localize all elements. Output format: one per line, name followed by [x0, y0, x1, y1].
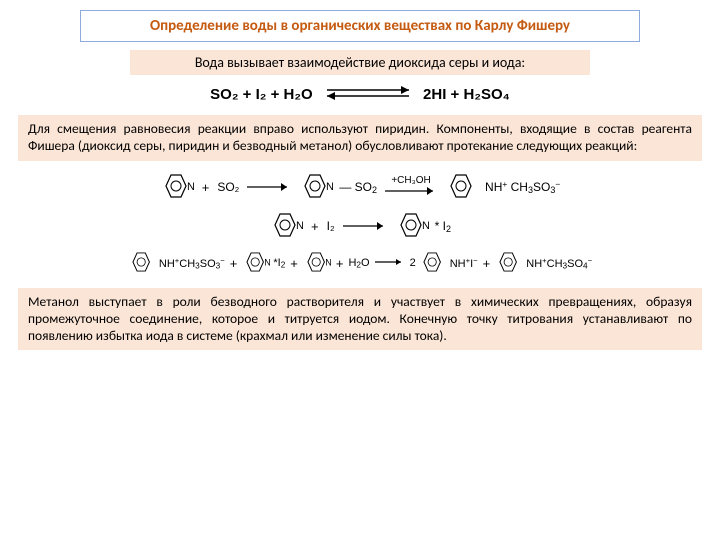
- species-4: NH+CH3SO4−: [526, 256, 592, 270]
- N-SO2-label: — SO2: [339, 180, 377, 195]
- species-1: NH+CH3SO3−: [159, 256, 225, 270]
- pyridinium-methylsulfite: NH+ CH3SO3−: [485, 179, 560, 195]
- svg-text:N: N: [187, 181, 194, 193]
- pyridine-icon: N: [395, 210, 429, 243]
- plus-sign: +: [483, 256, 491, 271]
- plus-sign: +: [202, 180, 210, 195]
- pyridine-icon: [495, 249, 523, 278]
- H2O-label: H2O: [348, 257, 369, 270]
- title-text: Определение воды в органических вещества…: [150, 17, 570, 35]
- arrow-right-icon: [245, 180, 293, 194]
- plus-sign: +: [311, 219, 319, 234]
- pyridine-icon: N: [160, 171, 194, 204]
- title-box: Определение воды в органических вещества…: [80, 10, 640, 42]
- para2-text: Метанол выступает в роли безводного раст…: [28, 293, 692, 344]
- pyridine-icon: [128, 249, 156, 278]
- N-I2-label: * I2: [435, 219, 451, 234]
- reaction-schemes: N + SO₂ N — SO2 +CH₃OH: [18, 171, 702, 278]
- SO2-label: SO₂: [217, 180, 239, 194]
- svg-text:N: N: [326, 181, 333, 193]
- I2-label: I₂: [327, 219, 335, 233]
- reaction-row-2: N + I₂ N * I2: [18, 210, 702, 243]
- pyridine-icon: [419, 249, 447, 278]
- paragraph-1: Для смещения равновесия реакции вправо и…: [18, 115, 702, 161]
- paragraph-2: Метанол выступает в роли безводного раст…: [18, 288, 702, 351]
- para1-text: Для смещения равновесия реакции вправо и…: [28, 120, 692, 154]
- reaction-row-3: NH+CH3SO3− + N *I2 + N + H2O 2: [18, 249, 702, 278]
- pyridine-icon: N: [303, 249, 331, 278]
- eq-rhs: 2HI + H₂SO₄: [423, 86, 510, 103]
- equilibrium-arrow-icon: [323, 85, 413, 105]
- eq-lhs: SO₂ + I₂ + H₂O: [210, 86, 313, 103]
- main-equation: SO₂ + I₂ + H₂O 2HI + H₂SO₄: [18, 85, 702, 105]
- subtitle-text: Вода вызывает взаимодействие диоксида се…: [195, 54, 525, 71]
- svg-text:N: N: [422, 220, 429, 232]
- subtitle-box: Вода вызывает взаимодействие диоксида се…: [130, 50, 590, 75]
- pyridine-icon: [445, 171, 479, 204]
- species-3: NH+I−: [450, 256, 478, 270]
- svg-text:N: N: [325, 257, 331, 267]
- pyridine-icon: N: [269, 210, 303, 243]
- svg-text:N: N: [265, 257, 271, 267]
- coef-2: 2: [410, 257, 416, 269]
- plus-sign: +: [290, 256, 298, 271]
- arrow-right-icon: [373, 256, 407, 271]
- pyridine-icon: N: [242, 249, 270, 278]
- arrow-with-label: +CH₃OH: [383, 176, 439, 198]
- arrow-right-icon: [341, 219, 389, 233]
- reaction-row-1: N + SO₂ N — SO2 +CH₃OH: [18, 171, 702, 204]
- plus-sign: +: [230, 256, 238, 271]
- pyridine-icon: N: [299, 171, 333, 204]
- species-2: *I2: [273, 257, 285, 270]
- plus-sign: +: [336, 256, 344, 271]
- svg-text:N: N: [296, 220, 303, 232]
